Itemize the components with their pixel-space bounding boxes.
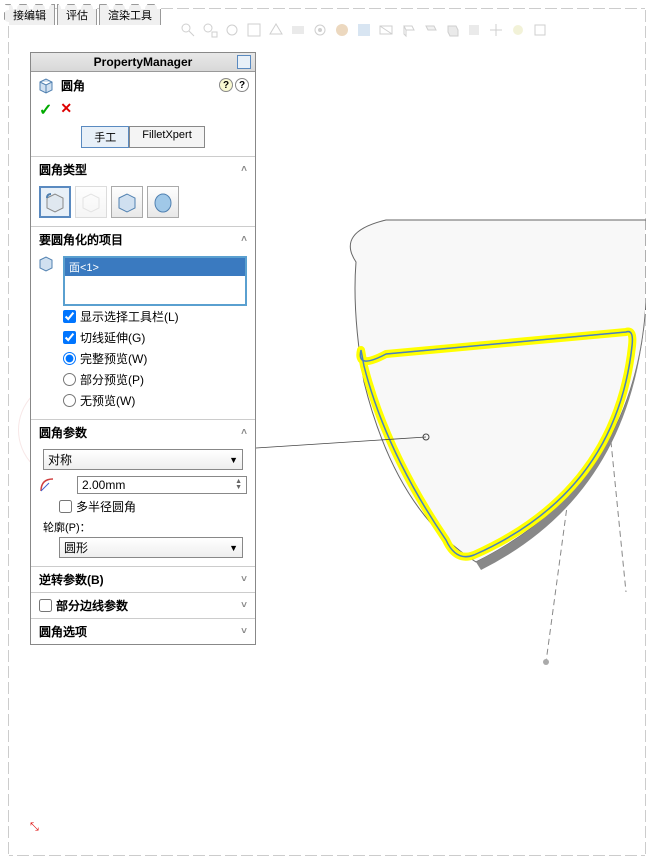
profile-label: 轮廓(P)： [39, 517, 247, 537]
section-items[interactable]: 要圆角化的项目˄ [31, 227, 255, 252]
cancel-button[interactable]: ✕ [60, 100, 72, 120]
feature-title: 圆角 [61, 77, 85, 94]
help-pin-icon[interactable]: ? [235, 78, 249, 92]
partial-edge-checkbox[interactable] [39, 599, 52, 612]
show-toolbar-checkbox[interactable] [63, 310, 76, 323]
cartoon-icon[interactable] [510, 22, 526, 38]
section-reverse[interactable]: 逆转参数(B)˅ [31, 567, 255, 592]
view-toolbar [180, 22, 548, 38]
menu-tabs: 接编辑 评估 渲染工具 [4, 4, 161, 25]
zoom-fit-icon[interactable] [180, 22, 196, 38]
view-settings-icon[interactable] [378, 22, 394, 38]
help-icon[interactable]: ? [219, 78, 233, 92]
shadows-icon[interactable] [466, 22, 482, 38]
symmetry-dropdown[interactable]: 对称▼ [43, 449, 243, 470]
wireframe-icon[interactable] [400, 22, 416, 38]
face-fillet-icon[interactable] [111, 186, 143, 218]
draft-icon[interactable] [532, 22, 548, 38]
pin-icon[interactable] [237, 55, 251, 69]
tangent-prop-checkbox[interactable] [63, 331, 76, 344]
perspective-icon[interactable] [488, 22, 504, 38]
ok-button[interactable]: ✓ [39, 100, 52, 120]
filletxpert-mode-button[interactable]: FilletXpert [129, 126, 205, 148]
face-selection-icon [37, 254, 55, 272]
constant-radius-icon[interactable] [39, 186, 71, 218]
shaded-icon[interactable] [444, 22, 460, 38]
no-preview-radio[interactable] [63, 394, 76, 407]
display-style-icon[interactable] [290, 22, 306, 38]
multi-radius-checkbox[interactable] [59, 500, 72, 513]
section-params[interactable]: 圆角参数˄ [31, 420, 255, 445]
radius-input[interactable]: 2.00mm ▲▼ [77, 476, 247, 494]
radius-icon [39, 477, 55, 493]
full-preview-radio[interactable] [63, 352, 76, 365]
section-options[interactable]: 圆角选项˅ [31, 619, 255, 644]
tab-render[interactable]: 渲染工具 [99, 4, 161, 25]
pm-header-title: PropertyManager [94, 55, 193, 69]
edit-appearance-icon[interactable] [334, 22, 350, 38]
hidden-lines-icon[interactable] [422, 22, 438, 38]
selection-list[interactable]: 面<1> [63, 256, 247, 306]
tab-edit[interactable]: 接编辑 [4, 4, 55, 25]
section-fillet-type[interactable]: 圆角类型˄ [31, 157, 255, 182]
full-round-icon[interactable] [147, 186, 179, 218]
partial-preview-radio[interactable] [63, 373, 76, 386]
pm-header: PropertyManager [31, 53, 255, 72]
property-manager-panel: PropertyManager 圆角 ? ? ✓ ✕ 手工 FilletXper… [30, 52, 256, 645]
model-viewport[interactable] [256, 22, 646, 722]
apply-scene-icon[interactable] [356, 22, 372, 38]
section-partial[interactable]: 部分边线参数˅ [31, 593, 255, 618]
view-orient-icon[interactable] [268, 22, 284, 38]
section-icon[interactable] [246, 22, 262, 38]
radius-down[interactable]: ▼ [235, 485, 242, 491]
tab-eval[interactable]: 评估 [57, 4, 97, 25]
fillet-feature-icon [37, 76, 55, 94]
manual-mode-button[interactable]: 手工 [81, 126, 129, 148]
zoom-area-icon[interactable] [202, 22, 218, 38]
hide-show-icon[interactable] [312, 22, 328, 38]
profile-dropdown[interactable]: 圆形▼ [59, 537, 243, 558]
variable-radius-icon[interactable] [75, 186, 107, 218]
selection-item[interactable]: 面<1> [65, 258, 245, 276]
zoom-prev-icon[interactable] [224, 22, 240, 38]
origin-marker: ⤡ [30, 821, 39, 834]
